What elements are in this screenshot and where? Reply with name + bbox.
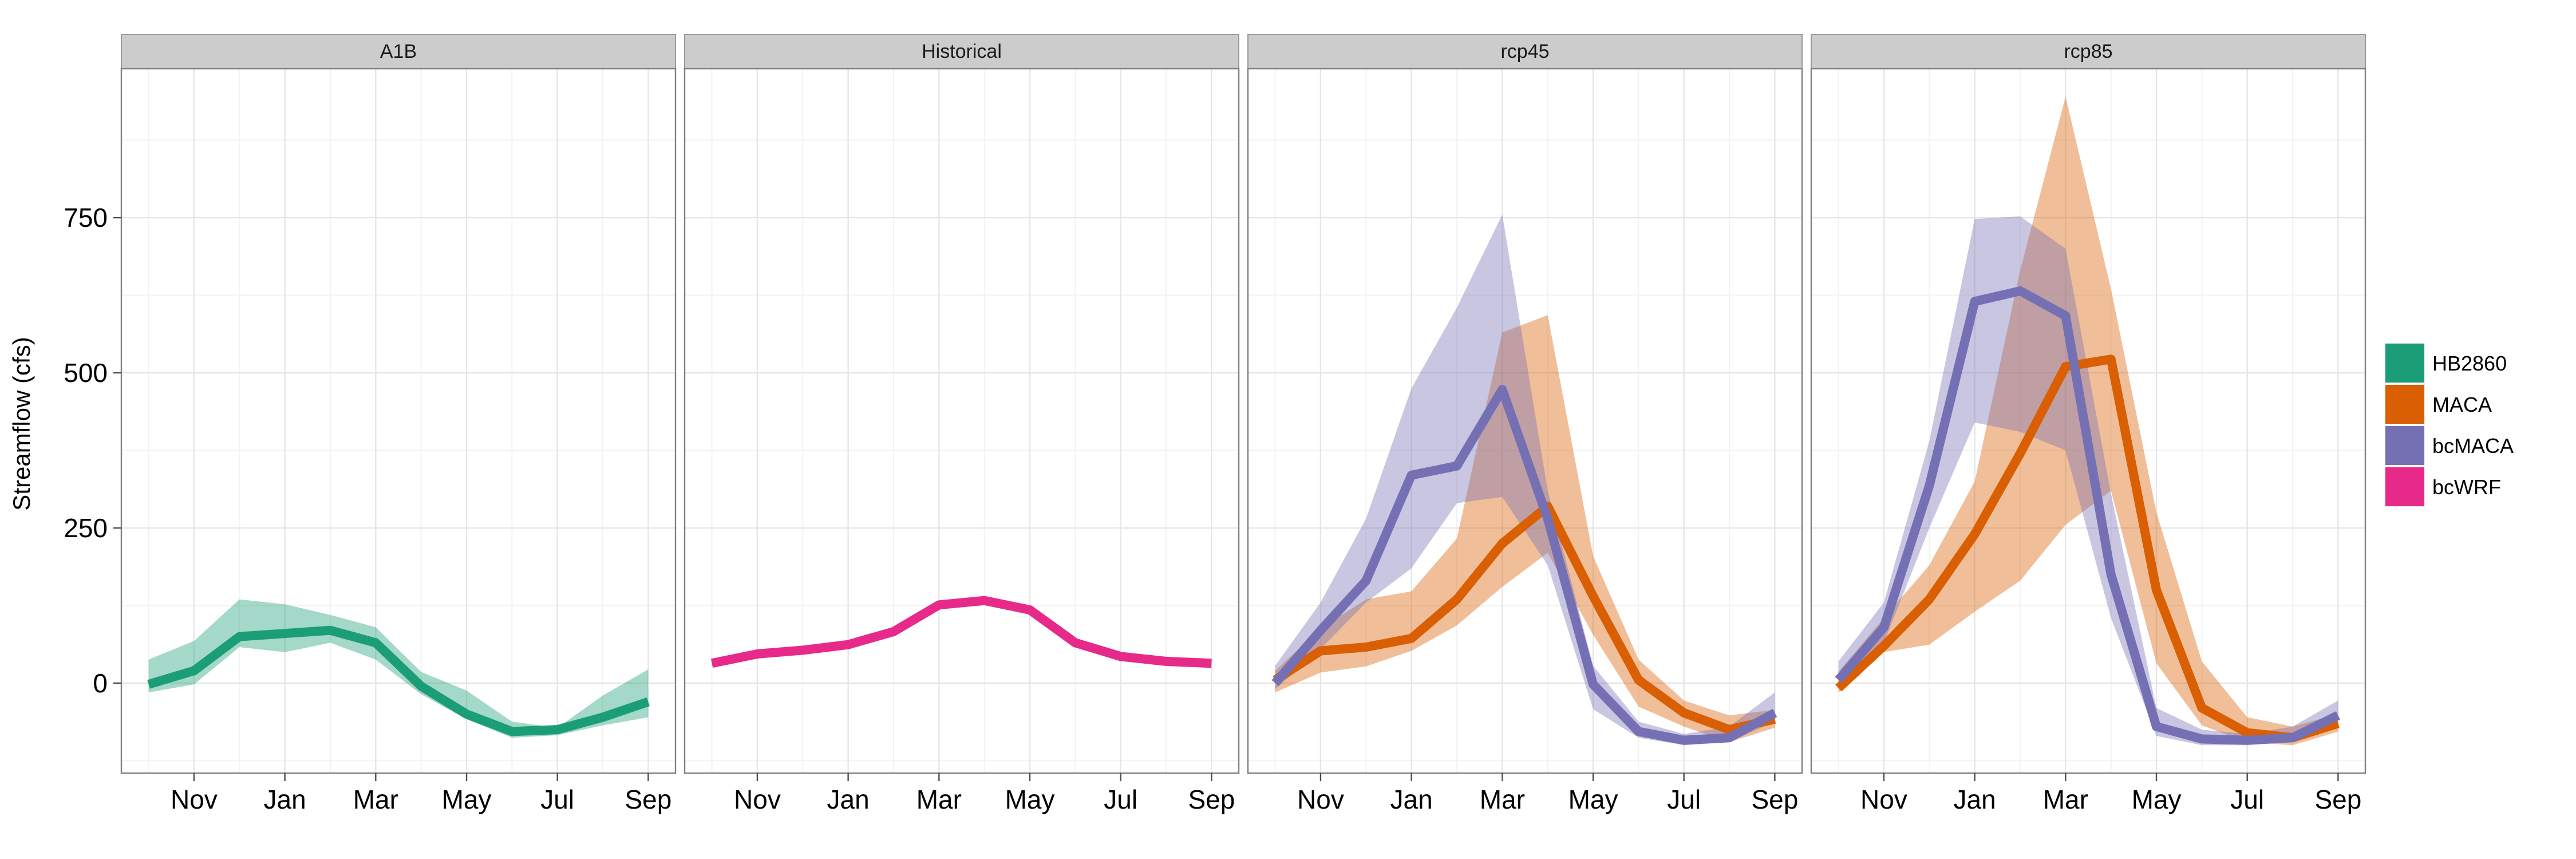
y-tick-label: 250 xyxy=(64,513,108,543)
x-tick-label: Jul xyxy=(2230,785,2264,814)
y-axis: 0 250 500 750 xyxy=(64,203,121,698)
x-tick-label: Jan xyxy=(827,785,870,814)
y-tick-label: 750 xyxy=(64,203,108,233)
panel-border xyxy=(683,68,1240,774)
panel-strip xyxy=(684,34,1239,69)
x-tick-label: May xyxy=(2132,785,2182,814)
x-tick-label: Jan xyxy=(1954,785,1996,814)
ribbon-bcmaca xyxy=(1275,214,1775,746)
panel-a1b: A1B Nov Jan Mar May Jul Sep xyxy=(120,34,677,814)
x-tick-label: Sep xyxy=(2314,785,2361,814)
legend-key-bcwrf xyxy=(2385,467,2424,506)
panel-rcp45: rcp45 Nov Jan Mar May Jul Sep xyxy=(1247,34,1803,814)
y-tick-label: 500 xyxy=(64,358,108,388)
legend-label: HB2860 xyxy=(2432,352,2507,375)
panel-border xyxy=(1247,68,1803,774)
legend-label: bcWRF xyxy=(2432,475,2501,499)
panel-strip xyxy=(121,34,676,69)
line-bcmaca xyxy=(1835,286,2340,745)
x-tick-label: Jan xyxy=(264,785,306,814)
x-tick-label: May xyxy=(1005,785,1055,814)
legend-key-bcmaca xyxy=(2385,426,2424,465)
y-axis-label: Streamflow (cfs) xyxy=(8,337,35,510)
panel-title: A1B xyxy=(380,41,417,62)
line-bcwrf xyxy=(710,596,1212,668)
x-tick-label: Mar xyxy=(353,785,398,814)
x-tick-label: Jul xyxy=(1667,785,1701,814)
legend-label: bcMACA xyxy=(2432,434,2514,458)
line-hb2860 xyxy=(147,625,650,736)
x-tick-label: May xyxy=(1568,785,1618,814)
x-tick-label: Jan xyxy=(1390,785,1433,814)
x-tick-label: Sep xyxy=(625,785,671,814)
y-tick-label: 0 xyxy=(93,668,108,698)
plot-background xyxy=(685,69,1239,773)
panel-border xyxy=(120,68,677,774)
x-tick-label: Mar xyxy=(1480,785,1525,814)
x-tick-label: Nov xyxy=(734,785,781,814)
panel-border xyxy=(1810,68,2366,774)
x-tick-label: May xyxy=(442,785,492,814)
panel-title: rcp85 xyxy=(2064,41,2112,62)
panel-title: Historical xyxy=(922,41,1002,62)
plot-background xyxy=(1248,69,1802,773)
line-maca xyxy=(1273,502,1776,735)
x-tick-label: Jul xyxy=(540,785,574,814)
x-tick-label: Nov xyxy=(1297,785,1344,814)
legend-key-maca xyxy=(2385,385,2424,424)
x-tick-label: Jul xyxy=(1104,785,1137,814)
panels-layer: A1B Nov Jan Mar May Jul Sep Historical Nov Jan Mar… xyxy=(120,34,2366,814)
legend: HB2860 MACA bcMACA bcWRF xyxy=(2384,342,2514,508)
panel-strip xyxy=(1811,34,2366,69)
x-tick-label: Nov xyxy=(1860,785,1907,814)
panel-historical: Historical Nov Jan Mar May Jul Sep xyxy=(683,34,1240,814)
legend-key-hb2860 xyxy=(2385,344,2424,383)
legend-label: MACA xyxy=(2432,393,2492,416)
panel-strip xyxy=(1247,34,1803,69)
panel-title: rcp45 xyxy=(1500,41,1549,62)
x-tick-label: Mar xyxy=(916,785,962,814)
line-maca xyxy=(1835,354,2340,743)
x-tick-label: Mar xyxy=(2043,785,2088,814)
panel-rcp85: rcp85 Nov Jan Mar May Jul Sep xyxy=(1810,34,2366,814)
line-bcmaca xyxy=(1271,385,1777,745)
x-tick-label: Sep xyxy=(1188,785,1235,814)
x-tick-label: Sep xyxy=(1751,785,1798,814)
x-tick-label: Nov xyxy=(171,785,218,814)
